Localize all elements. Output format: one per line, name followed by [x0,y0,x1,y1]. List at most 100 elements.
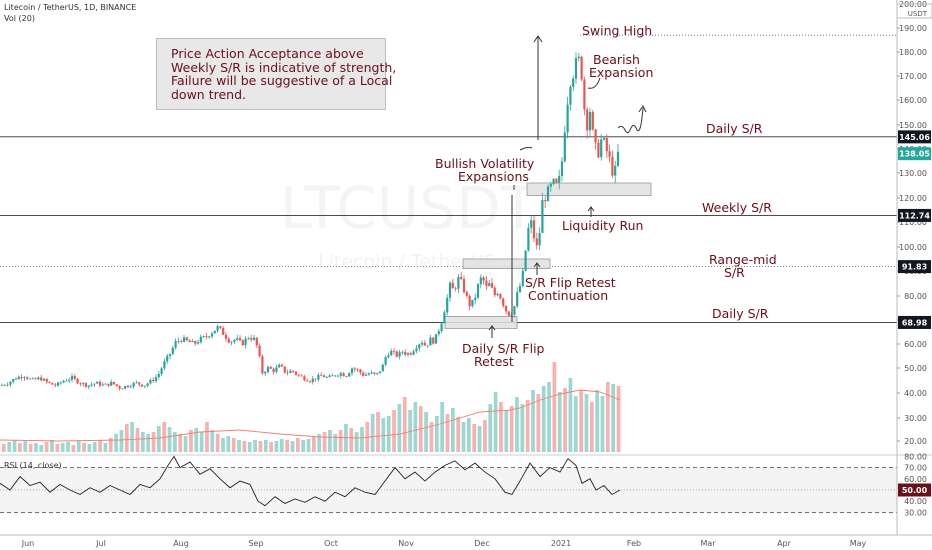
volume-bar [2,444,6,452]
price-tick-label: 20.00 [904,437,927,446]
candle-body [502,298,505,306]
candle-body [586,109,589,131]
volume-bar [386,416,391,452]
curved-arrow-bullish [519,146,533,151]
candle-body [51,382,54,385]
volume-bar [231,438,236,452]
candle-body [364,374,368,376]
candle-body [409,353,412,355]
candle-body [37,377,40,380]
candle-body [23,377,26,379]
volume-bar [7,442,12,452]
candle-body [350,368,354,374]
candle-body [73,376,76,379]
volume-bar [595,390,600,452]
volume-bar [520,404,525,452]
annotation-daily-sr-top: Daily S/R [706,121,763,136]
candle-body [157,374,160,378]
volume-bar [124,424,129,452]
volume-bar [146,434,151,452]
price-tick-label: 150.00 [899,121,927,130]
volume-bar [295,438,300,452]
candle-body [241,340,244,346]
candle-body [527,227,530,251]
volume-bar [189,430,193,452]
candle-body [196,342,200,344]
candle-body [185,337,188,341]
volume-bar [253,440,257,452]
candle-body [434,334,438,344]
candle-body [3,384,6,386]
note-line-1: Price Action Acceptance above [171,46,364,61]
candle-body [471,299,474,307]
candle-body [308,381,312,383]
candle-body [269,366,272,369]
rsi-tick-label: 30.00 [904,508,927,517]
candle-body [448,282,452,298]
candle-body [129,386,132,388]
candle-body [404,351,407,355]
volume-bar [135,428,140,452]
volume-bar [541,386,546,452]
candle-body [68,379,71,381]
volume-bar [333,434,338,452]
volume-bar [285,440,290,452]
volume-ma-line [0,389,621,442]
candle-body [143,385,146,387]
candle-body [132,382,135,387]
volume-bar [274,441,279,452]
candle-body [182,337,186,342]
vertical-arrow-line-2 [511,185,515,322]
candle-body [303,376,306,381]
price-tick-label: 130.00 [899,169,927,178]
curved-arrow-bearish [587,77,601,89]
candle-body [468,295,471,307]
volume-bar [71,445,76,452]
candle-body [224,334,228,339]
volume-bar [194,428,199,452]
volume-bar [242,441,247,452]
volume-bar [509,406,514,452]
candle-body [493,287,496,296]
volume-bar [290,441,295,452]
note-line-3: Failure will be suggestive of a Local [171,73,393,88]
volume-bar [488,404,493,452]
candle-body [406,353,410,355]
candle-body [233,339,236,342]
annotation-daily-sr-flip: Daily S/R Flip [462,341,545,356]
candle-body [45,378,48,382]
candle-body [482,277,485,281]
candle-body [210,333,214,337]
candle-body [591,111,594,130]
price-badge-label-4: 68.98 [902,318,928,327]
candle-body [135,382,138,384]
candle-body [552,178,555,184]
annotation-retest: Retest [474,354,514,369]
candle-body [56,382,60,386]
candle-body [258,345,261,357]
candle-body [530,220,533,228]
rsi-tick-label: 70.00 [904,464,927,473]
candle-body [566,104,569,133]
volume-bar [354,432,359,452]
volume-bar [114,434,118,452]
volume-bar [568,378,573,452]
volume-bar [413,402,418,452]
volume-bar [477,426,482,452]
candle-body [289,370,292,373]
volume-bar [563,388,567,452]
volume-bar [515,397,519,452]
price-tick-label: 170.00 [899,72,927,81]
candle-body [437,331,440,335]
candle-body [115,384,118,387]
time-axis-label: Apr [777,539,792,548]
candle-body [236,338,239,340]
candle-body [616,151,620,166]
candle-body [521,270,524,286]
candle-body [230,341,233,343]
price-badge-2 [898,208,931,222]
candle-body [546,186,550,202]
candle-body [168,353,172,356]
volume-bar [39,445,44,452]
